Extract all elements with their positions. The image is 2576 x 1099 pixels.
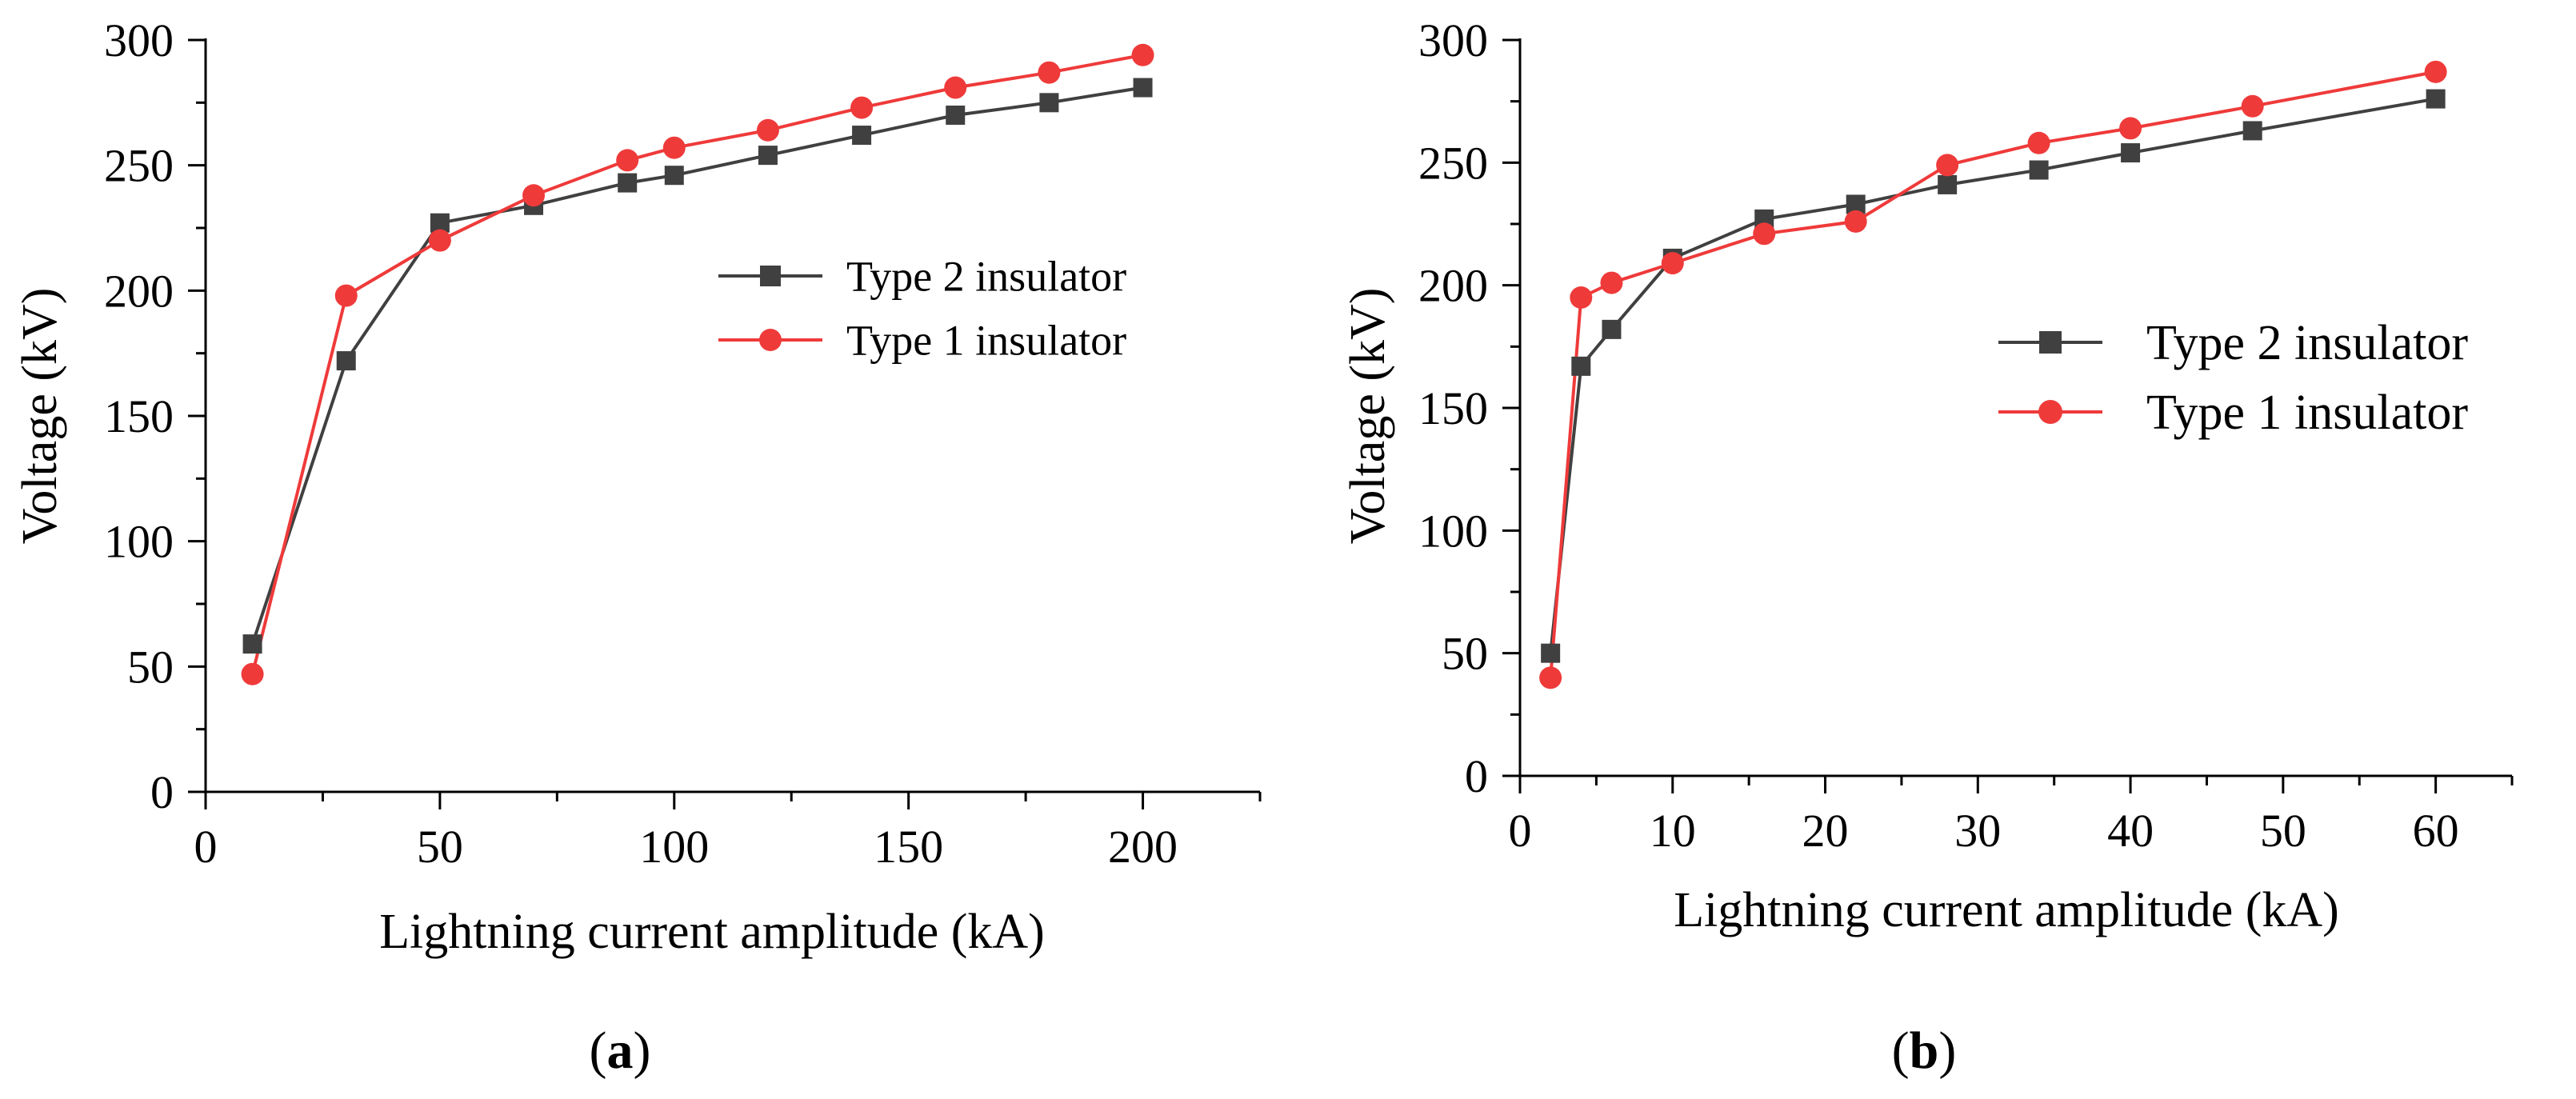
x-tick-label: 40 <box>2107 805 2154 857</box>
y-tick-label: 250 <box>104 140 174 192</box>
data-point-type-1 <box>2241 94 2264 118</box>
x-tick-label: 100 <box>639 821 709 873</box>
y-tick-label: 300 <box>104 14 174 66</box>
x-tick-label: 20 <box>1802 805 1849 857</box>
data-point-type-1 <box>2119 117 2142 140</box>
legend-label: Type 2 insulator <box>846 252 1126 300</box>
data-point-type-2 <box>242 634 262 654</box>
x-tick-label: 10 <box>1650 805 1696 857</box>
y-tick-label: 100 <box>1418 505 1488 557</box>
legend-square-marker-icon <box>2039 331 2062 354</box>
y-tick-label: 100 <box>104 516 174 568</box>
data-point-type-1 <box>1539 666 1562 689</box>
data-point-type-1 <box>662 136 686 159</box>
data-point-type-1 <box>616 149 639 172</box>
data-point-type-1 <box>1600 271 1623 294</box>
data-point-type-1 <box>944 76 967 99</box>
data-point-type-1 <box>1936 154 1959 177</box>
chart-panel-b: 0 10 20 30 40 50 60 0 50 100 150 200 250 300 Voltage (… <box>1341 14 2514 1080</box>
data-point-type-2 <box>618 173 638 193</box>
data-point-type-2 <box>2426 89 2446 109</box>
legend-label: Type 2 insulator <box>2146 316 2468 370</box>
y-tick-label: 150 <box>1418 382 1488 434</box>
x-tick-label: 0 <box>1509 805 1532 857</box>
chart-panel-a: 0 50 100 150 200 0 50 100 150 200 250 300 Voltage (k… <box>13 14 1262 1080</box>
data-point-type-2 <box>946 106 966 125</box>
x-axis-title: Lightning current amplitude (kA) <box>379 905 1045 959</box>
data-point-type-1 <box>1038 61 1061 84</box>
data-point-type-2 <box>758 146 778 166</box>
data-point-type-1 <box>1753 222 1776 246</box>
data-point-type-1 <box>1570 286 1593 309</box>
x-tick-label: 200 <box>1108 821 1178 873</box>
data-point-type-2 <box>2121 143 2141 163</box>
panel-label: (a) <box>590 1021 651 1080</box>
y-tick-label: 50 <box>1442 628 1488 680</box>
data-point-type-2 <box>852 126 872 146</box>
legend: Type 2 insulator Type 1 insulator <box>1998 316 2468 440</box>
y-tick-label: 0 <box>150 766 174 818</box>
data-point-type-2 <box>1602 319 1622 339</box>
y-tick-label: 0 <box>1465 750 1488 802</box>
x-axis-title: Lightning current amplitude (kA) <box>1674 883 2339 937</box>
legend-square-marker-icon <box>760 266 781 286</box>
data-point-type-1 <box>1131 43 1154 66</box>
data-point-type-1 <box>756 118 779 142</box>
y-tick-label: 200 <box>104 265 174 317</box>
series-line-type-1 <box>1549 70 2436 678</box>
legend-label: Type 1 insulator <box>846 316 1126 364</box>
data-point-type-1 <box>428 229 451 252</box>
x-tick-label: 50 <box>417 821 463 873</box>
series-line-type-1 <box>250 53 1143 675</box>
x-tick-label: 0 <box>194 821 218 873</box>
data-point-type-2 <box>1938 174 1958 194</box>
data-point-type-1 <box>522 184 546 207</box>
legend-circle-marker-icon <box>759 329 782 351</box>
data-point-type-2 <box>1039 93 1059 113</box>
data-point-type-1 <box>2424 60 2447 83</box>
data-point-type-1 <box>334 284 358 307</box>
data-point-type-2 <box>2029 160 2049 180</box>
legend-label: Type 1 insulator <box>2146 386 2468 440</box>
y-tick-label: 200 <box>1418 260 1488 312</box>
data-point-type-2 <box>336 351 356 371</box>
x-tick-label: 150 <box>874 821 943 873</box>
y-tick-label: 150 <box>104 390 174 442</box>
data-point-type-2 <box>1571 356 1591 376</box>
legend: Type 2 insulator Type 1 insulator <box>718 252 1126 364</box>
data-point-type-2 <box>1541 643 1561 663</box>
x-tick-label: 50 <box>2260 805 2306 857</box>
data-point-type-2 <box>664 166 684 186</box>
data-point-type-1 <box>850 96 874 119</box>
x-tick-label: 60 <box>2413 805 2459 857</box>
y-tick-label: 300 <box>1418 14 1488 66</box>
data-point-type-1 <box>2027 131 2050 154</box>
data-point-type-1 <box>1844 210 1867 233</box>
data-point-type-2 <box>1133 78 1153 98</box>
panel-label: (b) <box>1892 1021 1957 1080</box>
y-tick-label: 50 <box>127 641 174 693</box>
data-point-type-1 <box>1661 252 1684 275</box>
data-point-type-2 <box>2242 121 2262 141</box>
series-line-type-2 <box>1549 97 2436 653</box>
series-line-type-2 <box>250 86 1143 645</box>
y-axis-title: Voltage (kV) <box>13 288 67 545</box>
y-axis-title: Voltage (kV) <box>1341 288 1395 545</box>
x-tick-label: 30 <box>1954 805 2001 857</box>
legend-circle-marker-icon <box>2038 400 2062 424</box>
data-point-type-1 <box>241 662 264 685</box>
y-tick-label: 250 <box>1418 137 1488 189</box>
